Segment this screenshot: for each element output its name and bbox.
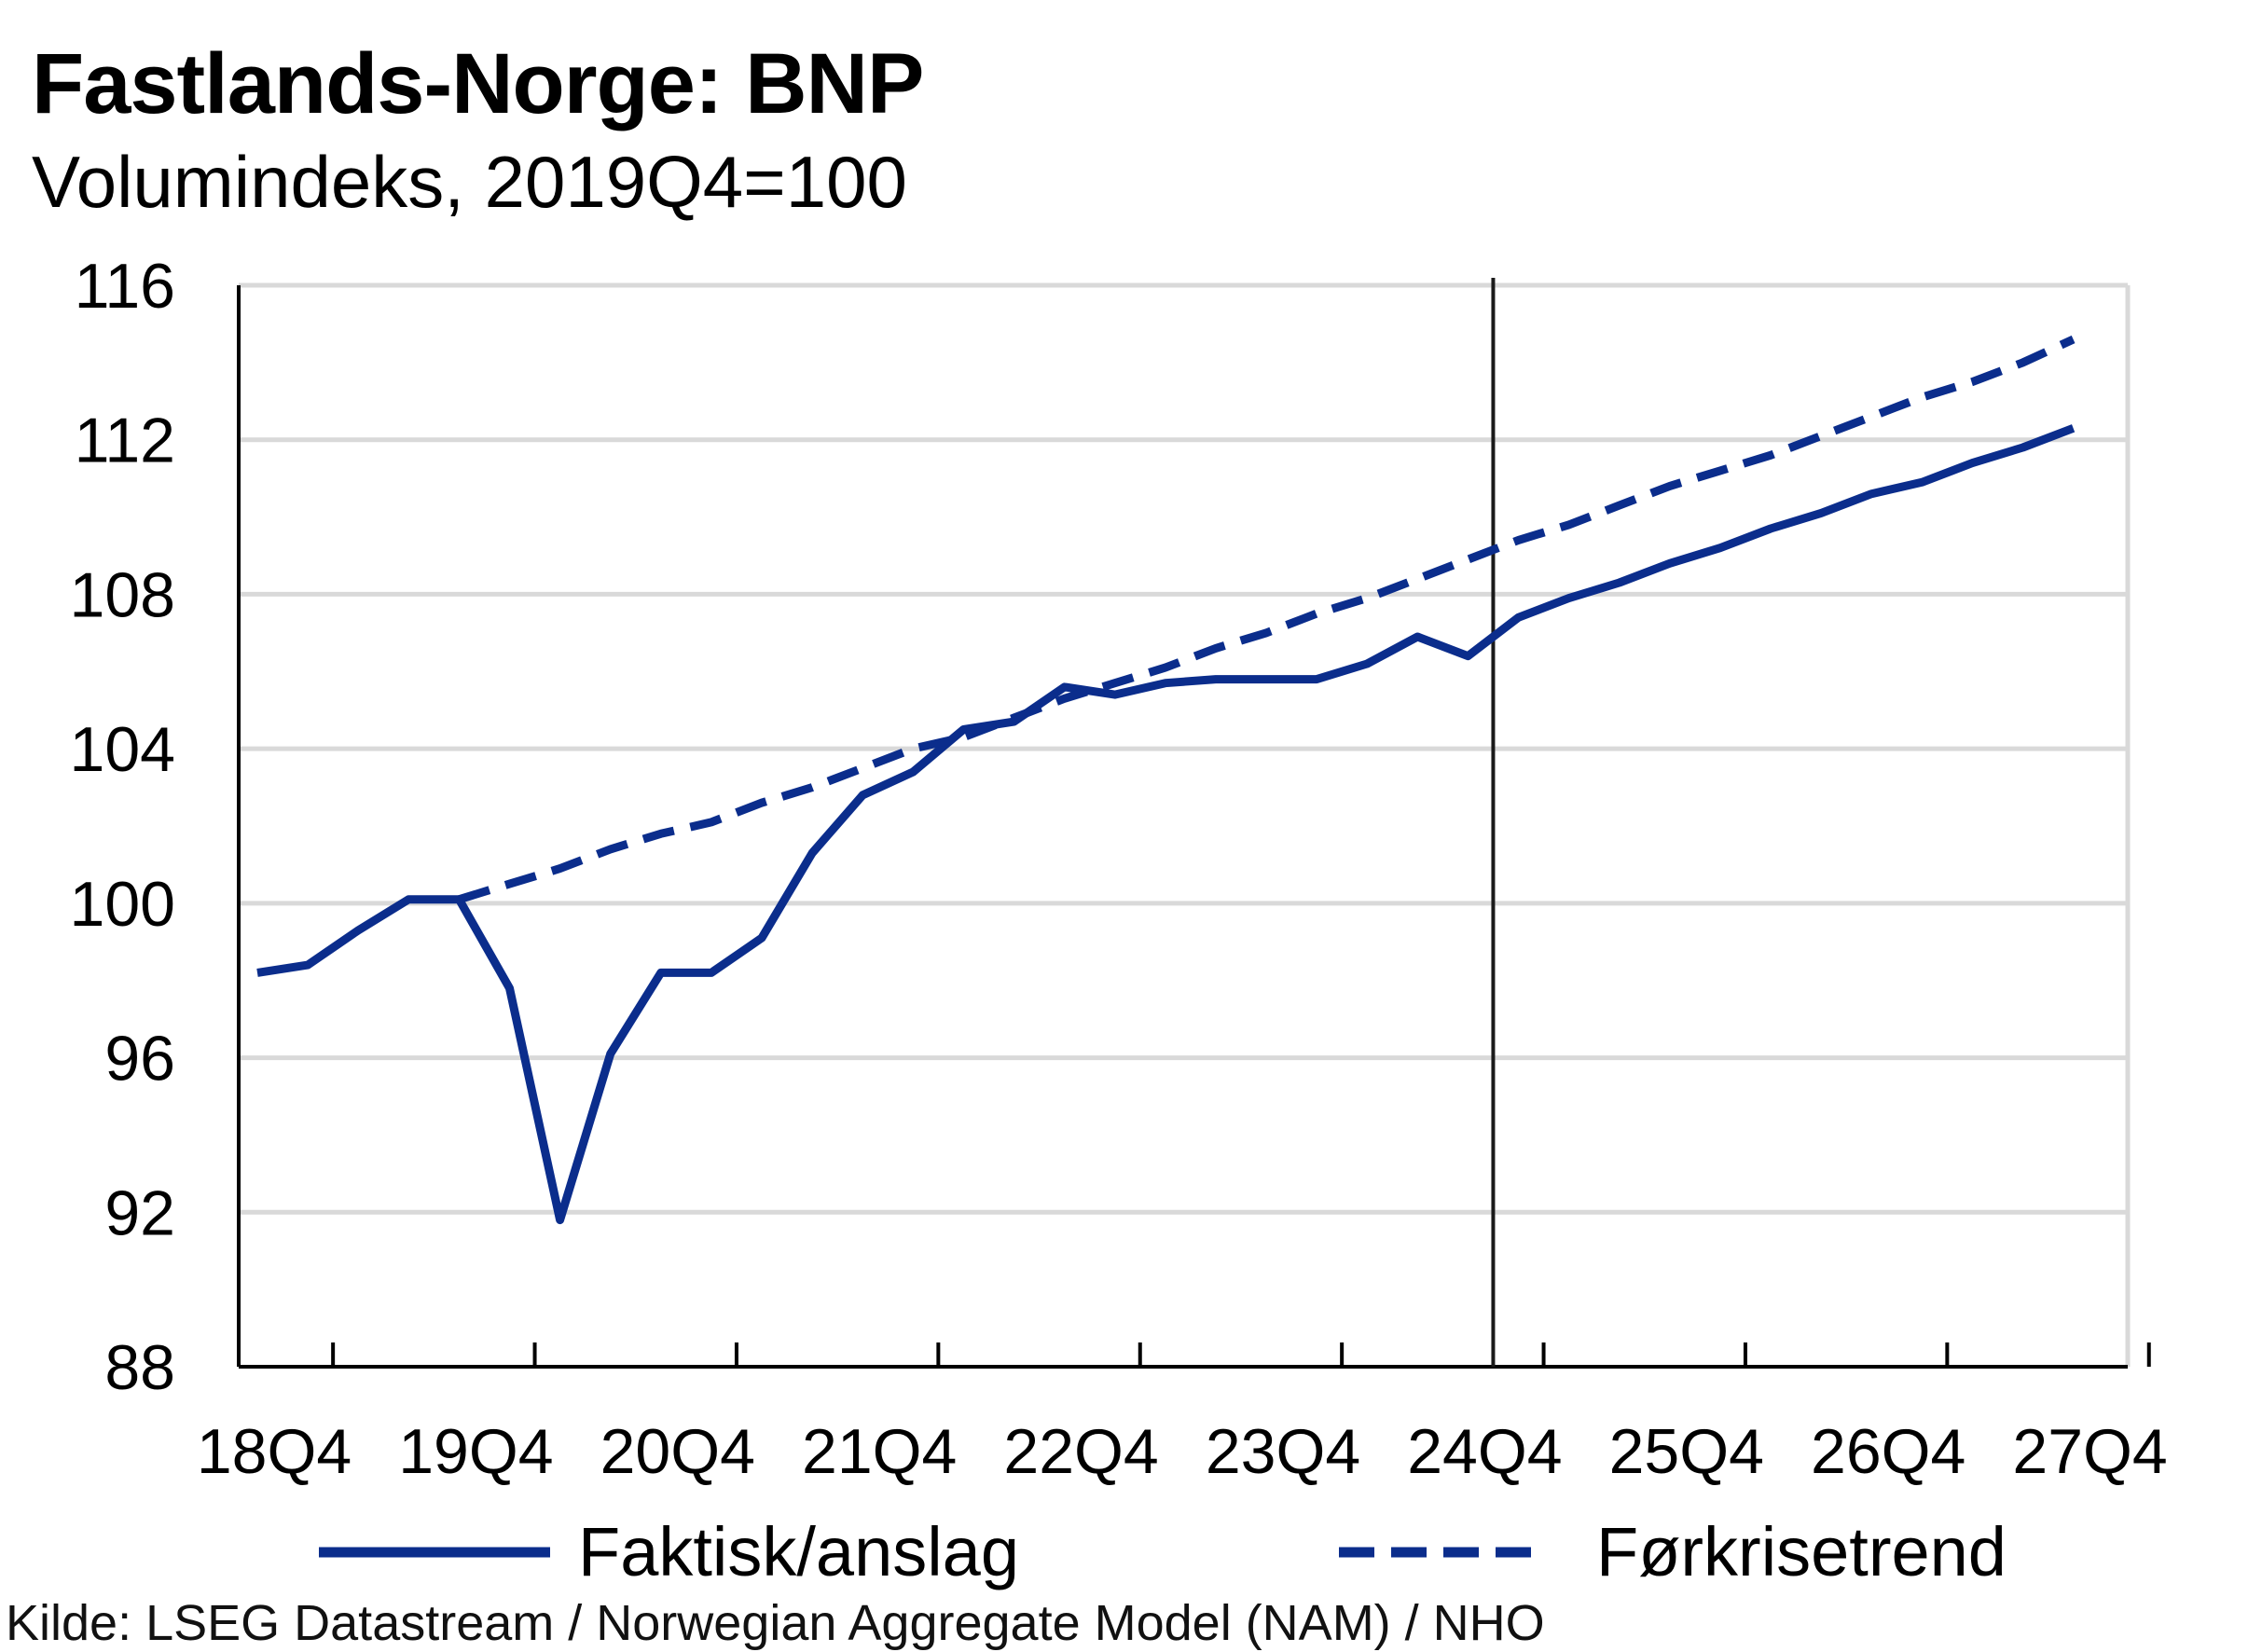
series-line-trend [458, 335, 2076, 904]
legend-label-trend: Førkrisetrend [1596, 1513, 2007, 1590]
x-axis-ticks: 18Q4 19Q4 20Q4 21Q4 22Q4 23Q4 24Q4 25Q4 26Q4 27Q4 [197, 1342, 2168, 1487]
y-tick-label-96: 96 [104, 1024, 175, 1094]
y-tick-label-100: 100 [70, 869, 175, 940]
source-note: Kilde: LSEG Datastream / Norwegian Aggre… [6, 1595, 1545, 1651]
x-tick-label-23Q4: 23Q4 [1206, 1416, 1360, 1487]
plot-frame [237, 285, 2131, 1369]
legend: Faktisk/anslag Førkrisetrend [319, 1513, 2007, 1590]
legend-label-actual: Faktisk/anslag [578, 1513, 1019, 1590]
chart-title: Fastlands-Norge: BNP [32, 36, 924, 131]
x-tick-label-27Q4: 27Q4 [2012, 1416, 2167, 1487]
y-tick-label-116: 116 [75, 251, 175, 322]
x-tick-label-19Q4: 19Q4 [398, 1416, 553, 1487]
y-tick-label-88: 88 [104, 1332, 175, 1403]
x-tick-label-21Q4: 21Q4 [802, 1416, 957, 1487]
series-lines [256, 278, 2076, 1367]
y-tick-label-108: 108 [70, 559, 175, 630]
y-tick-label-92: 92 [104, 1177, 175, 1248]
y-axis-ticks: 88 92 96 100 104 108 112 116 [70, 251, 175, 1403]
x-tick-label-22Q4: 22Q4 [1003, 1416, 1158, 1487]
x-tick-label-24Q4: 24Q4 [1407, 1416, 1562, 1487]
x-tick-label-18Q4: 18Q4 [197, 1416, 352, 1487]
x-tick-label-20Q4: 20Q4 [600, 1416, 755, 1487]
x-tick-label-26Q4: 26Q4 [1811, 1416, 1965, 1487]
chart-subtitle: Volumindeks, 2019Q4=100 [32, 141, 907, 223]
y-tick-label-112: 112 [75, 406, 175, 476]
y-tick-label-104: 104 [70, 714, 175, 785]
series-line-actual [256, 424, 2076, 1225]
x-tick-label-25Q4: 25Q4 [1609, 1416, 1764, 1487]
